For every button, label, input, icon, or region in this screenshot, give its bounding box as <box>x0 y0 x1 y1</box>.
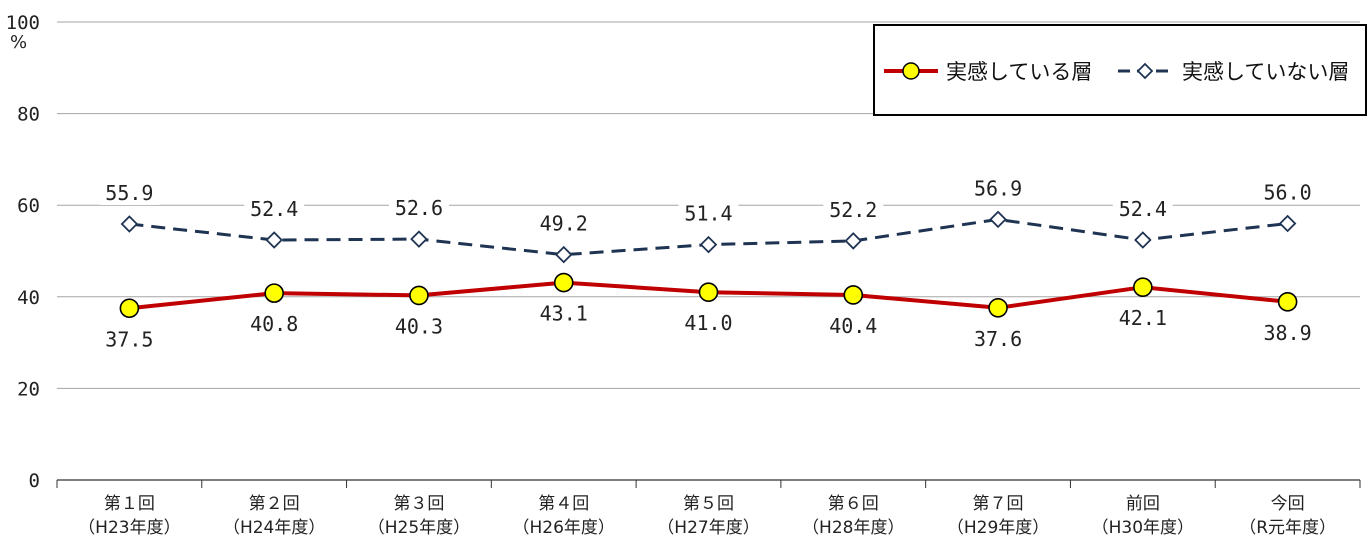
x-tick-label-sub: （H25年度） <box>368 518 470 538</box>
data-point-series-1 <box>843 285 864 305</box>
data-label-series-1: 41.0 <box>684 311 732 335</box>
data-label-bg <box>823 313 884 338</box>
data-point-series-2 <box>120 215 139 233</box>
data-labels: 37.5 40.8 40.3 43.1 41.0 40.4 37.6 42.1 38.9 55.9… <box>99 176 1318 352</box>
data-label-series-1: 37.6 <box>974 327 1022 351</box>
axes: % 0 20 40 60 80 100 第１回 （H23年度） 第２回 （H24年度） 第３回 （H2… <box>6 12 1361 538</box>
x-tick-label: 第４回 <box>538 494 589 514</box>
data-label-series-2: 56.0 <box>1264 181 1312 205</box>
legend-marker-series-2 <box>1136 62 1154 80</box>
y-tick-label: 80 <box>17 104 40 126</box>
x-tick-label-sub: （H30年度） <box>1092 518 1194 538</box>
data-point-series-1 <box>264 283 284 303</box>
data-label-bg <box>1257 180 1318 205</box>
data-label-bg <box>533 301 594 326</box>
x-tick-label-sub: （H28年度） <box>802 518 904 538</box>
x-tick-label-sub: （H24年度） <box>223 518 325 538</box>
data-point-series-1 <box>1277 292 1298 312</box>
data-point-series-2 <box>410 230 428 248</box>
data-label-series-2: 52.6 <box>395 196 443 220</box>
data-label-bg <box>678 201 739 226</box>
x-tick-label: 第６回 <box>828 494 879 514</box>
x-tick-label-sub: （H23年度） <box>78 518 180 538</box>
data-point-series-2 <box>989 210 1007 229</box>
data-point-series-2 <box>265 231 283 249</box>
data-label-series-2: 49.2 <box>540 212 588 236</box>
data-label-series-1: 37.5 <box>105 327 153 351</box>
data-label-series-1: 40.8 <box>250 312 298 336</box>
data-label-bg <box>1112 197 1173 222</box>
y-axis-unit-label: % <box>10 32 27 53</box>
data-label-bg <box>1112 306 1173 331</box>
x-tick-label-sub: （R元年度） <box>1239 518 1336 538</box>
data-label-bg <box>968 326 1029 351</box>
data-label-series-2: 52.4 <box>1119 197 1167 221</box>
data-point-series-2 <box>844 232 863 250</box>
data-point-series-1 <box>988 297 1008 318</box>
data-label-series-2: 51.4 <box>684 202 732 226</box>
data-point-series-2 <box>1278 214 1297 233</box>
data-label-series-1: 40.3 <box>395 314 443 338</box>
x-tick-label: 第１回 <box>104 494 155 514</box>
y-tick-label: 20 <box>17 378 40 400</box>
data-label-bg <box>388 196 449 221</box>
y-tick-label: 100 <box>6 12 40 34</box>
data-label-bg <box>99 180 160 205</box>
data-point-series-1 <box>119 298 140 319</box>
data-label-bg <box>968 176 1029 201</box>
data-label-bg <box>678 311 739 336</box>
data-label-bg <box>244 197 305 222</box>
x-tick-label: 今回 <box>1271 494 1305 514</box>
x-tick-label: 第３回 <box>393 494 444 514</box>
data-label-series-1: 43.1 <box>540 302 588 326</box>
y-tick-label: 0 <box>29 470 40 492</box>
legend-label-series-2: 実感していない層 <box>1182 60 1349 84</box>
y-tick-label: 60 <box>17 195 40 217</box>
x-tick-label: 第２回 <box>249 494 300 514</box>
x-tick-label-sub: （H29年度） <box>947 518 1049 538</box>
y-tick-label: 40 <box>17 287 40 309</box>
data-label-series-1: 42.1 <box>1119 306 1167 330</box>
series-lines <box>119 210 1298 319</box>
data-point-series-1 <box>698 282 719 303</box>
data-label-bg <box>1257 320 1318 345</box>
data-label-bg <box>99 327 160 352</box>
x-tick-label-sub: （H27年度） <box>657 518 759 538</box>
data-label-series-2: 52.2 <box>829 198 877 222</box>
data-label-bg <box>533 211 594 236</box>
data-label-bg <box>244 312 305 337</box>
x-tick-label-sub: （H26年度） <box>513 518 615 538</box>
x-tick-label: 前回 <box>1126 494 1160 514</box>
x-tick-label: 第７回 <box>973 494 1024 514</box>
legend-marker-series-1 <box>902 62 920 80</box>
data-label-bg <box>823 197 884 222</box>
data-point-series-2 <box>699 235 718 254</box>
data-point-series-1 <box>553 272 574 293</box>
data-label-series-2: 56.9 <box>974 176 1022 200</box>
data-label-series-1: 40.4 <box>829 314 877 338</box>
data-label-bg <box>388 314 449 339</box>
data-point-series-2 <box>554 245 573 264</box>
data-label-series-2: 52.4 <box>250 197 298 221</box>
data-label-series-1: 38.9 <box>1264 321 1312 345</box>
data-point-series-1 <box>1133 277 1153 297</box>
data-point-series-1 <box>409 285 429 306</box>
legend-label-series-1: 実感している層 <box>946 60 1092 84</box>
data-point-series-2 <box>1134 231 1152 249</box>
x-tick-label: 第５回 <box>683 494 734 514</box>
legend: 実感している層 実感していない層 <box>873 24 1367 116</box>
data-label-series-2: 55.9 <box>105 181 153 205</box>
